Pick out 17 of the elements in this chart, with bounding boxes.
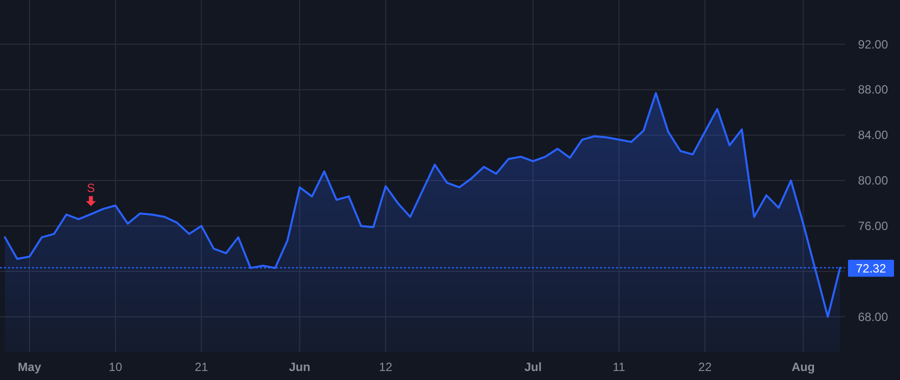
x-tick-label: 21 xyxy=(194,360,208,374)
x-tick-label: May xyxy=(18,360,42,374)
x-tick-label: 10 xyxy=(108,360,122,374)
y-tick-label: 68.00 xyxy=(858,310,888,324)
x-tick-label: 22 xyxy=(698,360,712,374)
x-tick-label: 11 xyxy=(612,360,626,374)
x-tick-label: Aug xyxy=(792,360,815,374)
x-tick-label: 12 xyxy=(378,360,393,374)
y-tick-label: 88.00 xyxy=(858,82,888,97)
y-tick-label: 76.00 xyxy=(858,218,888,233)
x-tick-label: Jun xyxy=(289,360,310,374)
y-tick-label: 92.00 xyxy=(858,37,888,52)
x-tick-label: Jul xyxy=(524,360,542,374)
y-tick-label: 80.00 xyxy=(858,174,888,188)
y-tick-label: 84.00 xyxy=(858,128,888,142)
ref-line-label: 72.32 xyxy=(856,262,886,276)
annotation: S xyxy=(86,181,95,196)
